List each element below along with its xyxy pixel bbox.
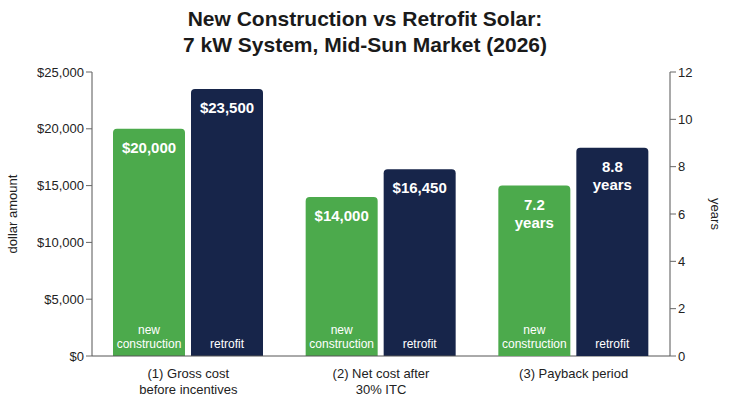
svg-text:(1) Gross costbefore incentive: (1) Gross costbefore incentives [139,366,238,397]
svg-text:retrofit: retrofit [210,337,245,351]
svg-text:$10,000: $10,000 [37,235,84,250]
svg-text:$5,000: $5,000 [44,292,84,307]
svg-text:dollar amount: dollar amount [5,174,20,253]
svg-text:$0: $0 [70,349,84,364]
svg-text:newconstruction: newconstruction [309,323,374,351]
svg-text:newconstruction: newconstruction [117,323,182,351]
svg-text:7.2years: 7.2years [515,196,554,231]
svg-text:retrofit: retrofit [595,337,630,351]
html-text:New Construction vs Retrofit S: New Construction vs Retrofit Solar: 7 kW… [182,7,547,56]
svg-text:0: 0 [678,349,685,364]
svg-text:years: years [708,198,723,230]
svg-text:6: 6 [678,207,685,222]
svg-text:$23,500: $23,500 [200,99,254,116]
svg-text:(2) Net cost after30% ITC: (2) Net cost after30% ITC [333,366,430,397]
svg-text:$20,000: $20,000 [37,121,84,136]
svg-text:retrofit: retrofit [403,337,438,351]
svg-text:4: 4 [678,254,685,269]
svg-text:$25,000: $25,000 [37,65,84,80]
svg-text:$14,000: $14,000 [315,207,369,224]
svg-text:8: 8 [678,159,685,174]
svg-text:12: 12 [678,65,692,80]
svg-text:2: 2 [678,301,685,316]
svg-text:$16,450: $16,450 [393,179,447,196]
svg-text:10: 10 [678,112,692,127]
svg-text:(3) Payback period: (3) Payback period [519,366,628,381]
svg-text:8.8years: 8.8years [593,158,632,193]
svg-text:$20,000: $20,000 [122,139,176,156]
svg-text:newconstruction: newconstruction [502,323,567,351]
svg-text:$15,000: $15,000 [37,178,84,193]
